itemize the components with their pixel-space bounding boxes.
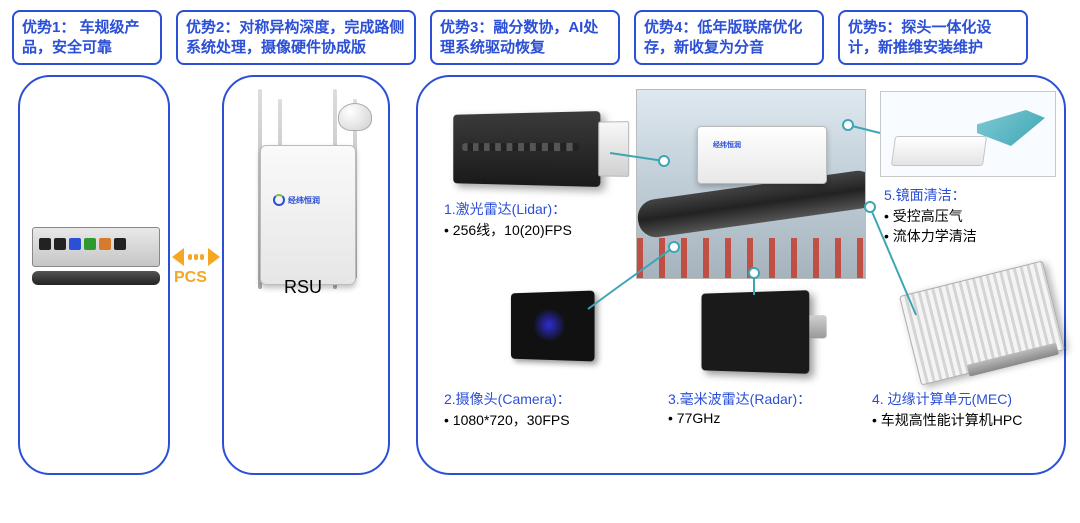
panel-sensors: 经纬恒润 1.激光雷达(Lidar)： 256线，10(20)FPS 2.摄像头…	[416, 75, 1066, 475]
label-radar: 3.毫米波雷达(Radar)： 77GHz	[668, 389, 878, 426]
installation-photo: 经纬恒润	[636, 89, 866, 279]
advantage-4: 优势4：低年版联席优化存，新收复为分音	[634, 10, 824, 65]
lidar-icon	[453, 111, 600, 187]
pcs-label: PCS	[174, 269, 207, 287]
advantage-1: 优势1： 车规级产品，安全可靠	[12, 10, 162, 65]
label-clean: 5.镜面清洁： 受控高压气 流体力学清洁	[884, 185, 1064, 246]
label-clean-title: 5.镜面清洁：	[884, 185, 1064, 205]
panel-rsu: 经纬恒润 RSU	[222, 75, 390, 475]
label-radar-spec: 77GHz	[668, 410, 878, 426]
label-camera-spec: 1080*720，30FPS	[444, 410, 644, 430]
label-clean-spec2: 流体力学清洁	[884, 226, 1064, 246]
rsu-label: RSU	[284, 277, 322, 298]
label-camera: 2.摄像头(Camera)： 1080*720，30FPS	[444, 389, 644, 430]
arrow-pcs-rsu-icon	[172, 247, 220, 267]
mec-icon	[899, 260, 1065, 385]
advantage-3: 优势3：融分数协，AI处理系统驱动恢复	[430, 10, 620, 65]
label-lidar-title: 1.激光雷达(Lidar)：	[444, 199, 624, 219]
label-mec-spec: 车规高性能计算机HPC	[872, 410, 1080, 430]
panel-pcs	[18, 75, 170, 475]
pcs-device-icon	[32, 227, 160, 287]
advantage-5: 优势5：探头一体化设计，新推维安装维护	[838, 10, 1028, 65]
radar-icon	[701, 290, 809, 374]
architecture-diagram: PCS 经纬恒润 RSU 经纬恒润	[0, 75, 1080, 495]
camera-icon	[511, 291, 595, 362]
label-mec-title: 4. 边缘计算单元(MEC)	[872, 389, 1080, 409]
label-camera-title: 2.摄像头(Camera)：	[444, 389, 644, 409]
label-mec: 4. 边缘计算单元(MEC) 车规高性能计算机HPC	[872, 389, 1080, 430]
label-clean-spec1: 受控高压气	[884, 206, 1064, 226]
label-lidar: 1.激光雷达(Lidar)： 256线，10(20)FPS	[444, 199, 624, 240]
label-radar-title: 3.毫米波雷达(Radar)：	[668, 389, 878, 409]
advantage-2: 优势2：对称异构深度，完成路侧系统处理，摄像硬件协成版	[176, 10, 416, 65]
lens-clean-icon	[880, 91, 1056, 177]
advantage-row: 优势1： 车规级产品，安全可靠 优势2：对称异构深度，完成路侧系统处理，摄像硬件…	[0, 0, 1080, 65]
label-lidar-spec: 256线，10(20)FPS	[444, 220, 624, 240]
